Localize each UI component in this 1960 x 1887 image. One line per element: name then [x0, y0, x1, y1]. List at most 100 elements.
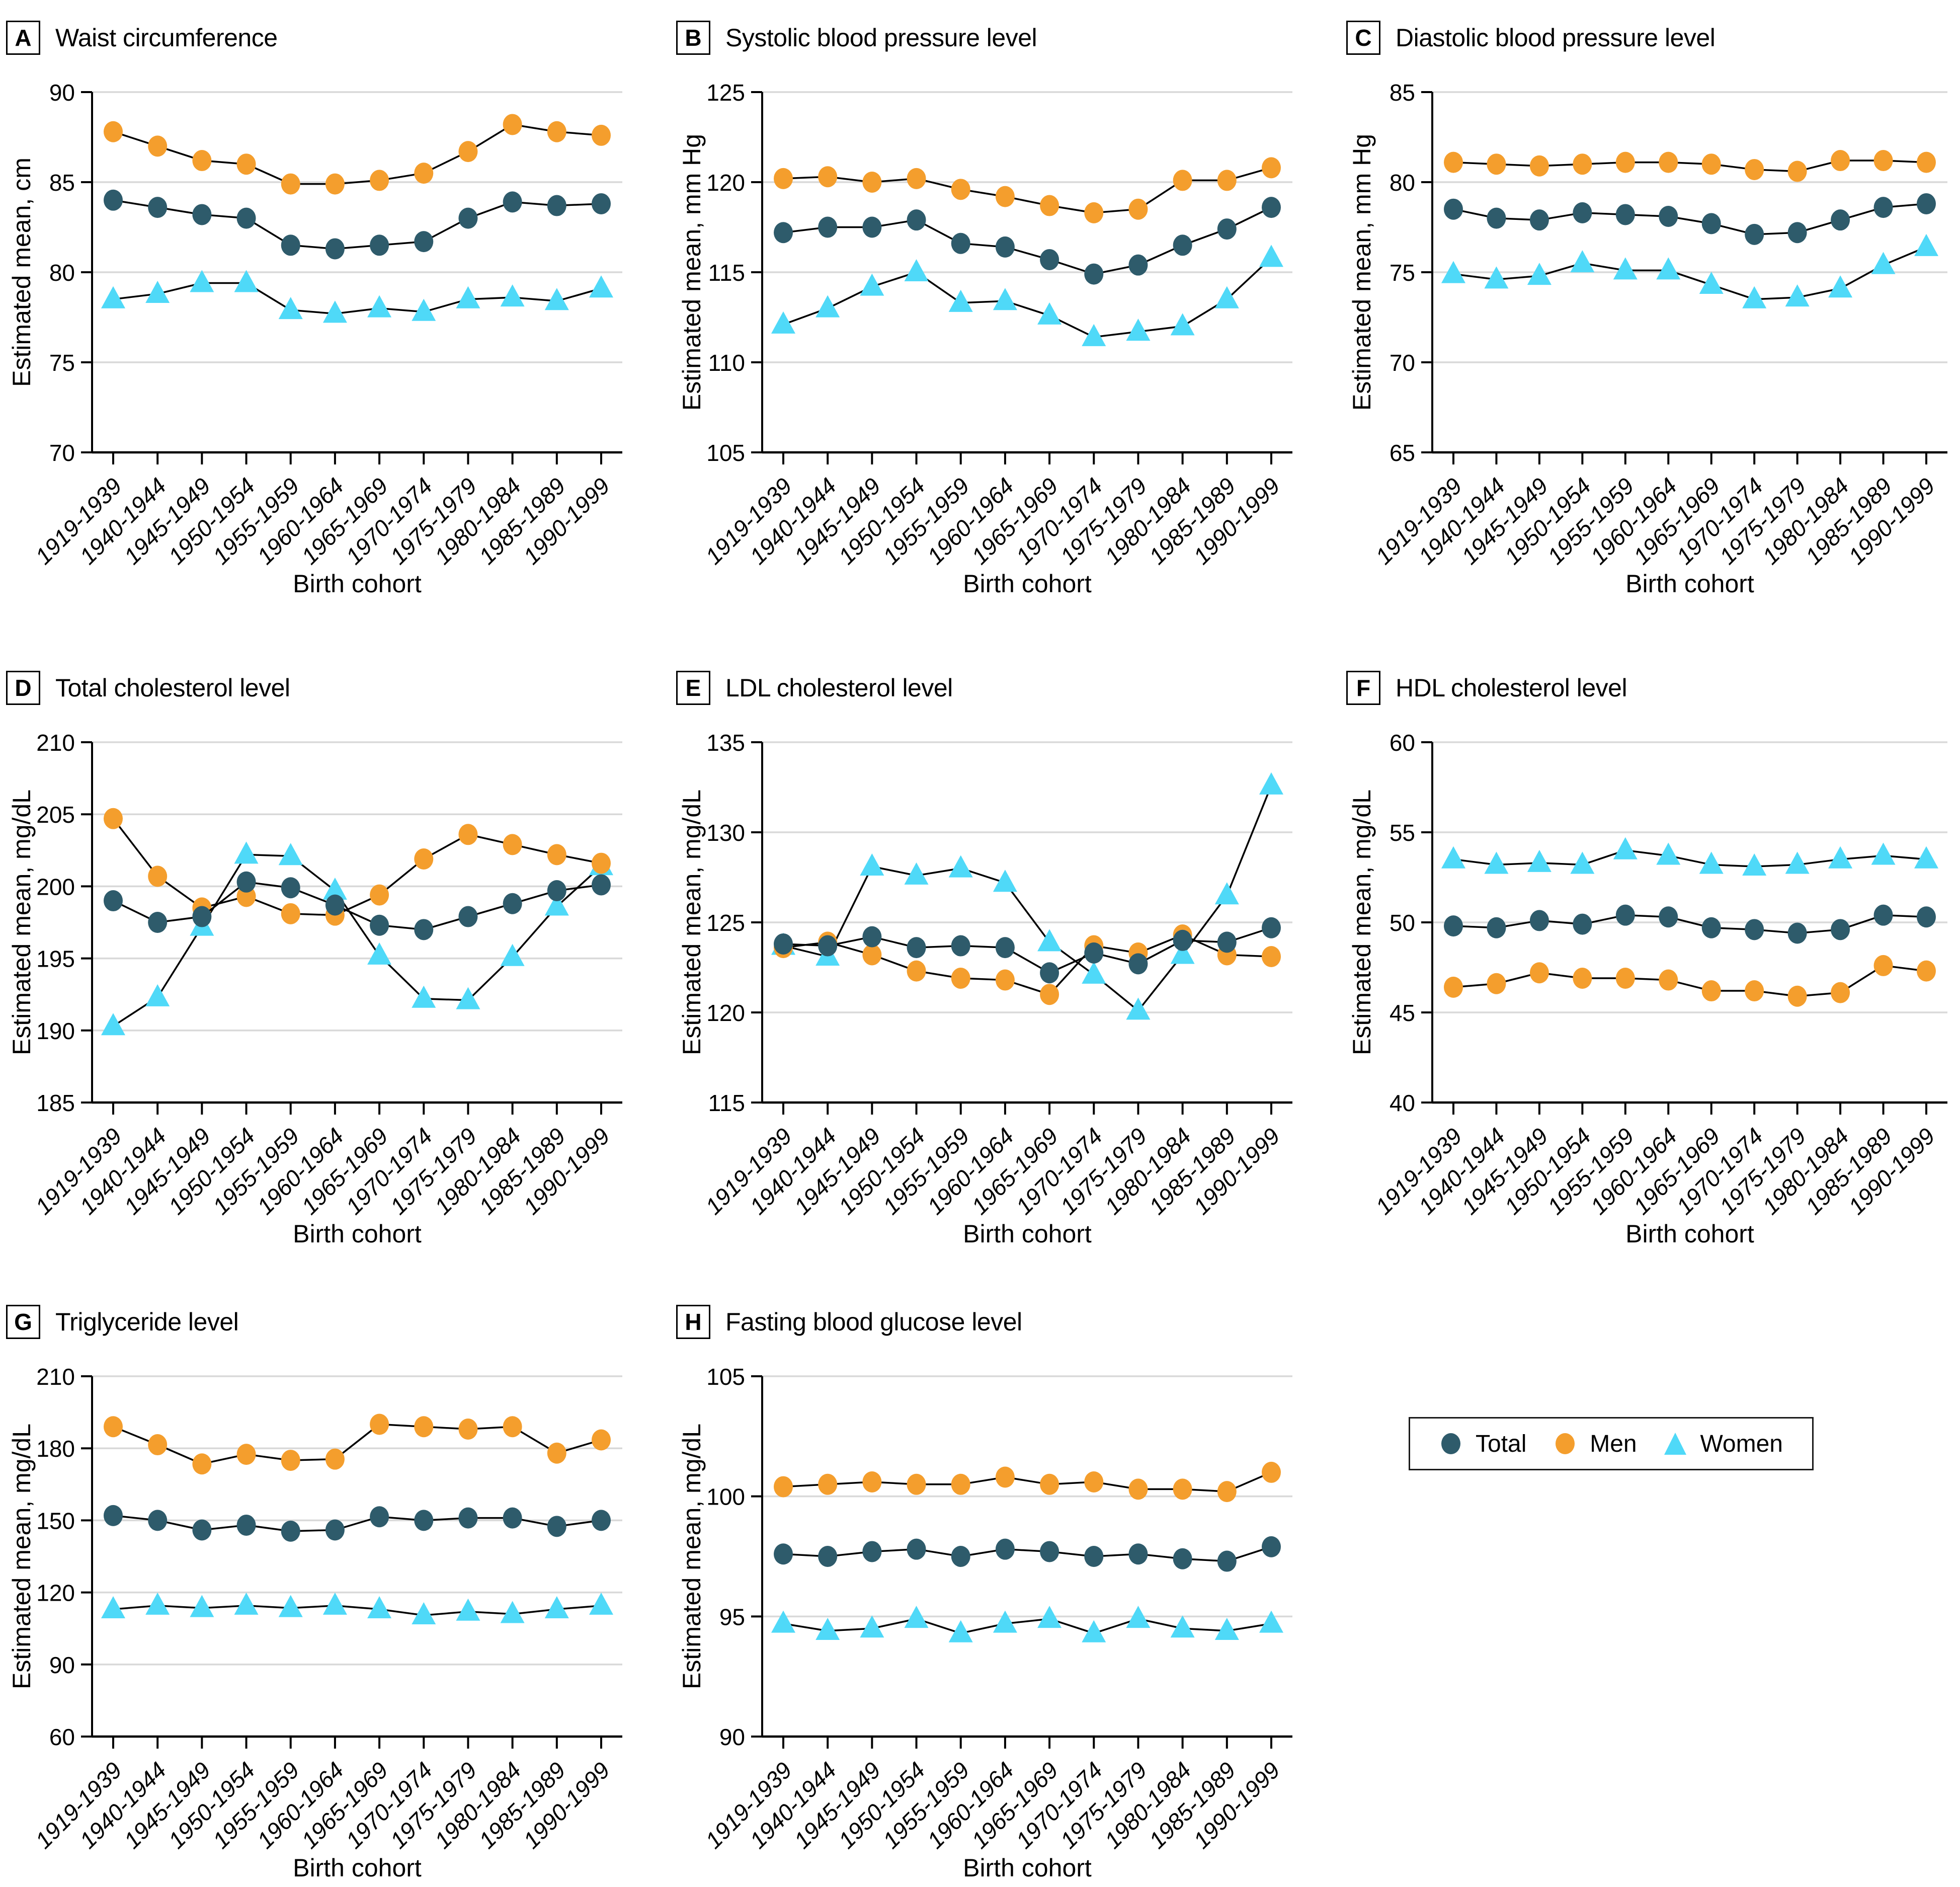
marker-total: [503, 893, 522, 914]
marker-women: [190, 1595, 214, 1617]
marker-men: [1173, 170, 1192, 191]
marker-total: [1262, 917, 1281, 938]
y-tick-label: 185: [36, 1090, 75, 1116]
marker-men: [547, 121, 566, 142]
legend-marker-shape: [1556, 1433, 1575, 1454]
marker-total: [414, 231, 434, 253]
y-tick-label: 95: [719, 1604, 745, 1630]
marker-total: [592, 193, 611, 214]
marker-women: [904, 259, 929, 281]
marker-men: [1701, 153, 1721, 175]
marker-women: [771, 1610, 795, 1633]
marker-total: [1487, 207, 1506, 229]
marker-women: [904, 862, 929, 885]
x-axis-title: Birth cohort: [963, 1854, 1092, 1882]
chart-waist-circumference: 70758085901919-19391940-19441945-1949195…: [8, 80, 622, 598]
marker-men: [1831, 982, 1850, 1003]
marker-women: [904, 1606, 929, 1628]
marker-men: [1787, 985, 1807, 1007]
marker-women: [190, 270, 214, 292]
y-tick-label: 50: [1390, 910, 1415, 936]
total-circle-icon: [1441, 1433, 1460, 1454]
marker-women: [1527, 263, 1551, 285]
marker-women: [456, 987, 480, 1009]
marker-total: [1040, 249, 1059, 270]
marker-men: [1831, 150, 1850, 172]
legend-item-men: Men: [1554, 1430, 1637, 1458]
marker-total: [325, 894, 345, 916]
marker-total: [907, 209, 926, 231]
y-tick-label: 190: [36, 1018, 75, 1044]
marker-women: [860, 1615, 884, 1638]
marker-total: [281, 877, 300, 899]
marker-women: [412, 298, 436, 321]
marker-total: [370, 914, 389, 936]
series-line-women: [1453, 849, 1927, 868]
marker-women: [993, 288, 1017, 310]
marker-men: [951, 179, 970, 200]
marker-women: [1214, 1617, 1239, 1640]
marker-men: [1262, 157, 1281, 179]
marker-total: [503, 1507, 522, 1529]
marker-total: [1128, 953, 1148, 975]
marker-women: [1259, 245, 1283, 267]
series-line-total: [113, 1515, 602, 1532]
marker-men: [951, 1473, 970, 1495]
marker-total: [774, 933, 793, 955]
panel-g: G Triglyceride level 60 90 120 150 180 210 191…: [0, 1284, 670, 1887]
panel-letter-badge: C: [1346, 21, 1380, 55]
women-triangle-icon: [1664, 1433, 1687, 1455]
marker-women: [1914, 233, 1938, 256]
series-line-women: [783, 257, 1272, 338]
y-axis-title: Estimated mean, mg/dL: [678, 1424, 706, 1689]
marker-women: [1170, 313, 1195, 336]
panel-b: B Systolic blood pressure level 105 110 11…: [670, 0, 1340, 650]
panel-header: A Waist circumference: [0, 10, 670, 65]
y-tick-label: 135: [706, 730, 745, 756]
marker-men: [547, 844, 566, 866]
marker-total: [1217, 1550, 1237, 1572]
marker-women: [367, 1596, 392, 1619]
series-line-men: [1453, 160, 1927, 173]
marker-men: [104, 808, 123, 829]
y-axis-title: Estimated mean, mm Hg: [678, 134, 706, 411]
marker-total: [862, 926, 882, 948]
marker-total: [1262, 197, 1281, 218]
marker-men: [1573, 153, 1592, 175]
marker-women: [1259, 772, 1283, 795]
marker-total: [281, 1520, 300, 1542]
marker-women: [1441, 846, 1465, 869]
marker-women: [412, 985, 436, 1008]
marker-women: [948, 289, 973, 312]
marker-men: [547, 1442, 566, 1464]
marker-total: [104, 189, 123, 211]
marker-total: [1084, 942, 1104, 964]
marker-men: [1444, 151, 1463, 173]
y-tick-label: 60: [49, 1724, 75, 1750]
marker-total: [951, 1546, 970, 1567]
marker-men: [951, 967, 970, 989]
y-axis-title: Estimated mean, mg/dL: [8, 1424, 36, 1689]
marker-women: [948, 1620, 973, 1642]
marker-women: [771, 311, 795, 334]
marker-men: [1128, 198, 1148, 220]
y-axis-title: Estimated mean, mm Hg: [1348, 134, 1376, 411]
marker-men: [1487, 973, 1506, 994]
y-tick-label: 130: [706, 820, 745, 846]
marker-men: [1084, 1471, 1104, 1493]
marker-men: [818, 166, 838, 188]
marker-women: [1785, 851, 1810, 874]
marker-women: [278, 843, 303, 866]
series-line-men: [783, 1471, 1272, 1492]
panel-c: C Diastolic blood pressure level 65 70 75 8…: [1340, 0, 1960, 650]
marker-total: [1917, 193, 1936, 214]
marker-men: [1128, 1478, 1148, 1500]
marker-total: [1831, 209, 1850, 231]
marker-women: [589, 275, 613, 298]
x-axis-title: Birth cohort: [963, 1220, 1092, 1248]
panel-title: Fasting blood glucose level: [725, 1308, 1022, 1336]
panel-header: E LDL cholesterol level: [670, 660, 1340, 716]
y-tick-label: 70: [1390, 350, 1415, 376]
marker-men: [1529, 155, 1549, 177]
marker-men: [1040, 984, 1059, 1005]
